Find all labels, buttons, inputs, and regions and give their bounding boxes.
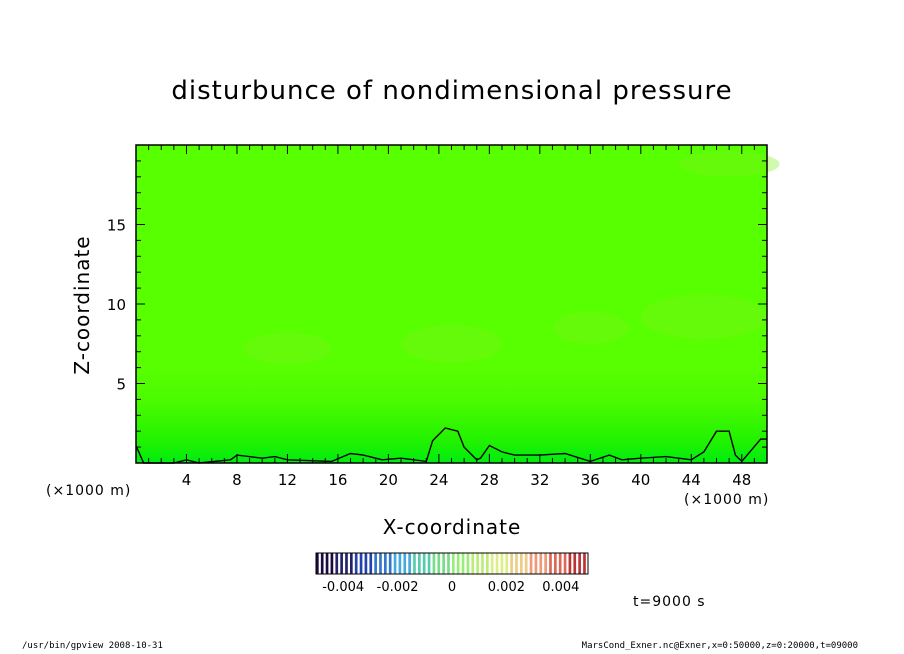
colorbar-stripe: [583, 553, 586, 574]
colorbar-stripe: [345, 553, 348, 574]
x-tick-label: 4: [182, 471, 192, 489]
colorbar-stripe: [495, 553, 499, 574]
colorbar-stripe: [384, 553, 387, 574]
colorbar-stripe: [456, 553, 460, 574]
field-patch: [243, 332, 332, 365]
colorbar-stripe: [563, 553, 567, 574]
colorbar-frame: [315, 552, 589, 575]
colorbar-stripe: [447, 553, 450, 574]
colorbar-stripe: [320, 553, 324, 574]
y-axis-unit: (×1000 m): [46, 483, 132, 499]
colorbar-stripe: [398, 553, 402, 574]
y-tick-label: 15: [107, 217, 126, 235]
colorbar-tick-label: 0.004: [542, 580, 579, 595]
field-patch: [552, 311, 629, 344]
y-tick-label: 5: [116, 376, 126, 394]
field-patch: [401, 324, 502, 363]
colorbar-tick-label: -0.004: [322, 580, 364, 595]
colorbar-stripe: [573, 553, 577, 574]
colorbar-tick-label: -0.002: [377, 580, 419, 595]
colorbar-stripe: [388, 553, 392, 574]
colorbar-stripe: [471, 553, 475, 574]
footer-source: MarsCond_Exner.nc@Exner,x=0:50000,z=0:20…: [581, 641, 858, 651]
x-tick-label: 20: [379, 471, 398, 489]
colorbar-stripe: [515, 553, 518, 574]
colorbar-stripe: [422, 553, 426, 574]
field-fill: [136, 145, 767, 463]
colorbar-stripe: [476, 553, 479, 574]
colorbar-stripe: [442, 553, 445, 574]
field-patch: [640, 294, 768, 339]
colorbar-stripe: [534, 553, 538, 574]
x-tick-label: 28: [480, 471, 499, 489]
time-label: t=9000 s: [633, 594, 706, 610]
colorbar-stripe: [354, 553, 358, 574]
x-tick-label: 40: [631, 471, 650, 489]
colorbar-stripe: [369, 553, 373, 574]
colorbar: -0.004 -0.002 0 0.002 0.004: [315, 552, 589, 595]
colorbar-stripe: [490, 553, 494, 574]
colorbar-stripe: [505, 553, 509, 574]
colorbar-stripe: [316, 553, 319, 574]
colorbar-stripe: [568, 553, 572, 574]
colorbar-stripe: [452, 553, 455, 574]
colorbar-stripe: [544, 553, 547, 574]
colorbar-stripe: [364, 553, 368, 574]
colorbar-stripe: [408, 553, 411, 574]
colorbar-stripe: [539, 553, 543, 574]
x-axis-unit: (×1000 m): [684, 492, 770, 508]
y-axis-label: Z-coordinate: [70, 235, 94, 375]
colorbar-stripe: [335, 553, 339, 574]
colorbar-stripe: [379, 553, 382, 574]
colorbar-stripe: [524, 553, 528, 574]
field-patch: [678, 151, 780, 177]
footer-command: /usr/bin/gpview 2008-10-31: [22, 641, 163, 651]
colorbar-stripe: [461, 553, 465, 574]
colorbar-stripe: [350, 553, 353, 574]
colorbar-stripe: [437, 553, 441, 574]
x-tick-label: 44: [682, 471, 701, 489]
colorbar-stripe: [486, 553, 489, 574]
colorbar-tick-label: 0: [448, 580, 456, 595]
colorbar-stripe: [393, 553, 397, 574]
x-axis-label: X-coordinate: [382, 515, 522, 539]
colorbar-stripe: [554, 553, 557, 574]
colorbar-stripe: [578, 553, 581, 574]
x-tick-label: 36: [581, 471, 600, 489]
colorbar-stripe: [418, 553, 421, 574]
colorbar-stripe: [520, 553, 523, 574]
colorbar-stripe: [359, 553, 363, 574]
y-tick-label: 10: [107, 296, 126, 314]
colorbar-stripe: [558, 553, 562, 574]
colorbar-tick-label: 0.002: [488, 580, 525, 595]
colorbar-stripe: [529, 553, 533, 574]
colorbar-stripe: [510, 553, 513, 574]
colorbar-stripe: [413, 553, 416, 574]
x-tick-label: 12: [278, 471, 297, 489]
colorbar-stripe: [466, 553, 470, 574]
colorbar-stripe: [481, 553, 484, 574]
colorbar-stripe: [374, 553, 377, 574]
x-tick-label: 24: [429, 471, 448, 489]
colorbar-stripe: [403, 553, 407, 574]
colorbar-stripe: [500, 553, 504, 574]
x-tick-label: 16: [328, 471, 347, 489]
x-tick-label: 48: [732, 471, 751, 489]
x-tick-label: 8: [232, 471, 242, 489]
colorbar-stripe: [330, 553, 334, 574]
zero-contour-line: [135, 427, 767, 464]
colorbar-stripe: [432, 553, 436, 574]
colorbar-stripe: [325, 553, 329, 574]
chart-title: disturbunce of nondimensional pressure: [171, 76, 733, 106]
colorbar-stripe: [340, 553, 343, 574]
colorbar-stripe: [427, 553, 431, 574]
colorbar-stripe: [549, 553, 552, 574]
x-tick-label: 32: [530, 471, 549, 489]
